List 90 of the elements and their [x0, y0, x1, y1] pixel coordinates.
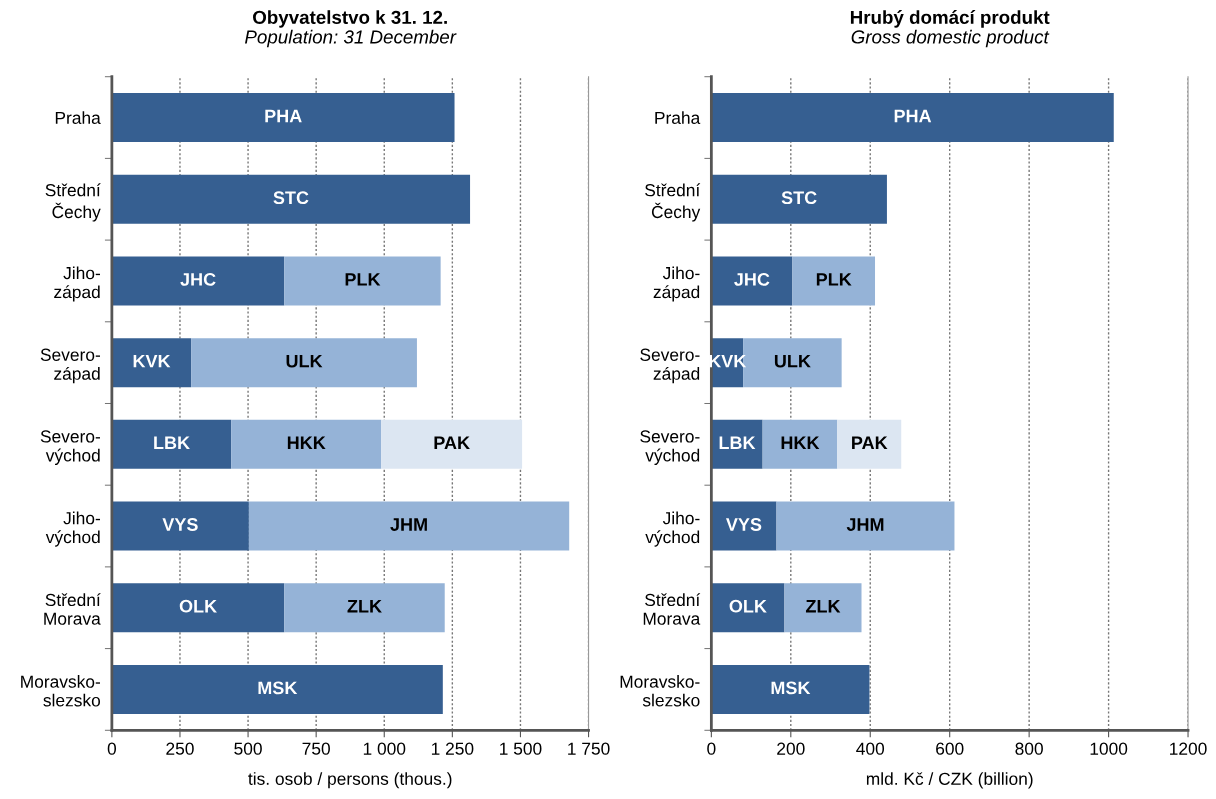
data-label: ZLK [805, 599, 841, 613]
bar [711, 256, 793, 306]
bar [111, 338, 192, 388]
bar [776, 501, 955, 551]
y-tick-label: Severo- západ [640, 348, 700, 384]
bar [284, 256, 441, 306]
x-tick-label: 0 [107, 742, 117, 755]
bar [711, 419, 763, 469]
data-label: ULK [774, 354, 811, 368]
chart-title: Hrubý domácí produkt [850, 10, 1050, 28]
bar [111, 664, 443, 714]
data-label: STC [273, 191, 309, 205]
bar [762, 419, 838, 469]
x-tick-label: 0 [707, 742, 716, 755]
bar [231, 419, 382, 469]
bar [191, 338, 417, 388]
data-label: PHA [894, 109, 932, 123]
x-tick-label: 800 [1015, 742, 1043, 755]
x-tick-label: 400 [856, 742, 885, 755]
y-tick-label: Severo- západ [40, 348, 100, 384]
data-label: PLK [345, 273, 381, 286]
data-label: OLK [179, 599, 217, 613]
bar [111, 93, 455, 143]
y-tick-label: Severo- východ [40, 430, 100, 465]
data-label: PAK [852, 436, 888, 450]
x-tick-label: 600 [936, 742, 964, 755]
y-tick-label: Střední Čechy [45, 183, 101, 222]
y-tick-label: Moravsko- slezsko [620, 675, 700, 707]
chart-title: Obyvatelstvo k 31. 12. [253, 10, 447, 28]
bar [111, 174, 471, 224]
x-tick-label: 1000 [1090, 742, 1128, 755]
data-label: OLK [729, 599, 767, 613]
x-tick-label: 500 [234, 742, 262, 755]
data-label: PHA [265, 109, 302, 123]
data-label: HKK [287, 436, 326, 450]
bar [111, 501, 249, 551]
y-tick-label: Střední Morava [643, 593, 701, 625]
bar [711, 93, 1114, 143]
chart-subtitle: Population: 31 December [245, 29, 457, 48]
data-label: ULK [286, 354, 323, 368]
y-tick-label: Střední Čechy [645, 183, 701, 222]
y-tick-label: Praha [55, 111, 101, 125]
data-label: MSK [771, 681, 811, 695]
data-label: MSK [258, 681, 298, 695]
x-tick-label: 1 000 [363, 742, 406, 755]
y-tick-label: Jiho- východ [45, 511, 100, 547]
data-label: STC [781, 191, 817, 205]
bar [792, 256, 876, 306]
bar [711, 583, 785, 633]
chart-subtitle: Gross domestic product [851, 29, 1050, 48]
x-tick-label: 200 [777, 742, 805, 755]
y-tick-label: Střední Morava [44, 593, 101, 625]
x-tick-label: 750 [302, 742, 330, 755]
bar [711, 174, 887, 224]
bar [711, 501, 777, 551]
x-tick-label: 250 [166, 742, 194, 755]
bar [381, 419, 523, 469]
y-tick-label: Jiho- západ [653, 266, 700, 302]
data-label: KVK [133, 354, 171, 368]
bar [111, 419, 232, 469]
bar [711, 664, 870, 714]
x-axis-title: tis. osob / persons (thous.) [248, 772, 452, 789]
x-axis-title: mld. Kč / CZK (billion) [866, 772, 1033, 789]
data-label: LBK [154, 436, 190, 450]
data-label: VYS [725, 518, 762, 531]
x-tick-label: 1200 [1170, 742, 1207, 755]
data-label: JHM [390, 518, 427, 531]
bar [111, 583, 285, 633]
x-tick-label: 1 500 [500, 742, 542, 755]
y-tick-label: Moravsko- slezsko [21, 675, 101, 707]
bar [837, 419, 902, 469]
y-tick-label: Jiho- západ [54, 266, 100, 302]
data-label: JHC [734, 273, 770, 286]
data-label: HKK [781, 436, 820, 450]
data-label: PLK [816, 273, 852, 286]
data-label: PAK [434, 436, 470, 450]
x-tick-label: 1 750 [568, 742, 610, 755]
y-tick-label: Praha [655, 111, 701, 125]
bar [111, 256, 285, 306]
bar [284, 583, 445, 633]
data-label: JHM [846, 518, 884, 531]
y-tick-label: Severo- východ [640, 430, 700, 465]
bar [784, 583, 862, 633]
bar [248, 501, 570, 551]
data-label: LBK [719, 436, 756, 450]
y-tick-label: Jiho- východ [645, 511, 700, 547]
data-label: JHC [180, 273, 216, 286]
x-tick-label: 1 250 [431, 742, 474, 755]
data-label: ZLK [347, 599, 382, 613]
data-label: VYS [162, 518, 198, 531]
